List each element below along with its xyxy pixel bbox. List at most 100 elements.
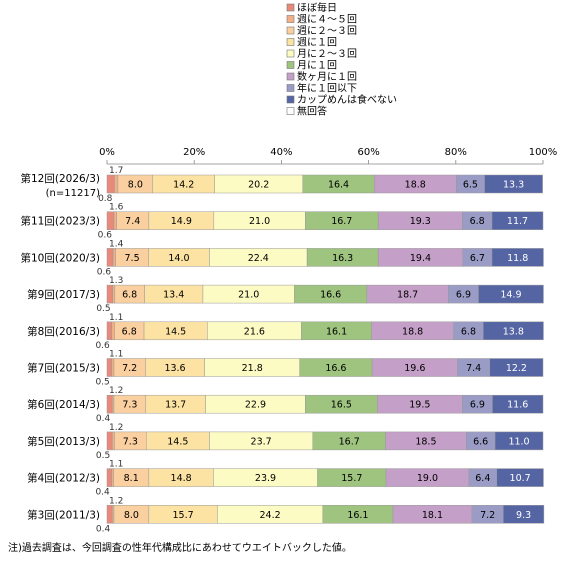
- value-label: 0.5: [96, 304, 110, 314]
- bar-segment: [106, 211, 115, 230]
- bar-segment: [111, 358, 115, 377]
- bar-segment: [106, 284, 113, 304]
- value-label: 18.8: [402, 326, 423, 337]
- x-tick-label: 0%: [99, 147, 115, 158]
- bar-segment: [106, 505, 113, 524]
- legend-swatch: [286, 38, 295, 46]
- category-label: 第7回(2015/3): [27, 362, 100, 375]
- bar-segment: [114, 174, 119, 194]
- value-label: 20.2: [248, 180, 269, 191]
- value-label: 14.5: [167, 436, 188, 447]
- value-label: 15.7: [173, 510, 194, 521]
- category-label: 第11回(2023/3): [21, 215, 101, 228]
- value-label: 8.0: [128, 180, 143, 191]
- value-label: 6.5: [463, 180, 478, 191]
- value-label: 18.1: [422, 510, 443, 521]
- value-label: 23.9: [255, 473, 276, 484]
- value-label: 1.6: [109, 203, 124, 213]
- category-label: 第12回(2026/3): [21, 172, 101, 185]
- value-label: 18.5: [415, 436, 436, 447]
- bar-segment: [483, 321, 544, 341]
- value-label: 16.7: [331, 216, 352, 227]
- value-label: 21.0: [238, 290, 259, 301]
- value-label: 19.0: [417, 473, 438, 484]
- value-label: 16.7: [339, 436, 360, 447]
- value-label: 13.6: [164, 363, 185, 374]
- value-label: 19.3: [410, 216, 431, 227]
- legend-label: 月に２～３回: [297, 48, 357, 60]
- value-label: 1.7: [109, 166, 123, 176]
- value-label: 1.2: [109, 496, 123, 506]
- value-label: 6.8: [470, 216, 485, 227]
- value-label: 14.5: [165, 326, 186, 337]
- value-label: 1.1: [109, 313, 123, 323]
- value-label: 11.0: [508, 436, 529, 447]
- value-label: 0.5: [96, 451, 110, 461]
- bar-segment: [111, 468, 114, 487]
- value-label: 6.6: [473, 436, 488, 447]
- value-label: 0.6: [97, 267, 112, 277]
- bar-segment: [112, 248, 116, 267]
- legend-swatch: [286, 26, 295, 35]
- value-label: 1.3: [109, 276, 123, 286]
- bar-segment: [478, 284, 544, 304]
- value-label: 16.4: [328, 180, 349, 191]
- bar-segment: [106, 174, 115, 194]
- category-label: 第10回(2020/3): [21, 251, 101, 264]
- value-label: 6.4: [475, 473, 490, 484]
- value-label: 16.6: [325, 363, 346, 374]
- x-tick-label: 40%: [270, 147, 292, 158]
- value-label: 0.6: [98, 231, 113, 241]
- category-sublabel: (n=11217): [46, 188, 100, 199]
- bar-segment: [489, 358, 544, 377]
- category-label: 第8回(2016/3): [27, 325, 100, 338]
- bar-segment: [106, 394, 113, 414]
- value-label: 0.6: [95, 341, 110, 351]
- bar-segment: [106, 248, 114, 267]
- value-label: 16.1: [347, 510, 368, 521]
- value-label: 10.7: [510, 473, 531, 484]
- value-label: 13.8: [503, 326, 524, 337]
- value-label: 16.6: [320, 290, 341, 301]
- bar-segment: [113, 211, 117, 230]
- value-label: 18.8: [405, 180, 426, 191]
- x-tick-label: 80%: [445, 147, 467, 158]
- value-label: 14.9: [171, 216, 192, 227]
- value-label: 7.2: [122, 363, 137, 374]
- value-label: 14.9: [500, 290, 521, 301]
- value-label: 6.8: [122, 290, 137, 301]
- legend-label: カップめんは食べない: [297, 93, 397, 106]
- bar-segment: [106, 321, 113, 341]
- value-label: 14.0: [168, 253, 189, 264]
- legend-label: 週に２～３回: [297, 25, 357, 37]
- legend-label: 月に１回: [297, 60, 337, 72]
- value-label: 18.7: [397, 290, 418, 301]
- value-label: 0.5: [95, 378, 109, 388]
- value-label: 16.5: [331, 400, 352, 411]
- bar-segment: [496, 468, 544, 487]
- value-label: 9.3: [516, 510, 531, 521]
- value-label: 6.9: [456, 290, 471, 301]
- legend-label: ほぼ毎日: [297, 1, 337, 14]
- bar-segment: [492, 394, 544, 414]
- value-label: 21.6: [244, 326, 265, 337]
- value-label: 11.8: [507, 253, 528, 264]
- legend-swatch: [286, 3, 295, 12]
- category-label: 第9回(2017/3): [27, 288, 100, 301]
- y-axis-labels: 第12回(2026/3) (n=11217) 第11回(2023/3) 第10回(20…: [21, 172, 101, 521]
- legend-label: 無回答: [297, 105, 327, 118]
- value-label: 8.0: [124, 510, 139, 521]
- x-axis: 0% 20% 40% 60% 80% 100%: [99, 147, 557, 165]
- value-label: 7.4: [466, 363, 481, 374]
- value-label: 14.2: [173, 180, 194, 191]
- category-label: 第3回(2011/3): [27, 508, 100, 521]
- value-label: 23.7: [251, 436, 272, 447]
- legend-swatch: [286, 107, 295, 115]
- value-label: 13.7: [165, 400, 186, 411]
- value-label: 15.7: [341, 473, 362, 484]
- value-label: 7.4: [125, 216, 140, 227]
- value-label: 1.4: [109, 239, 124, 249]
- value-label: 1.2: [109, 423, 123, 433]
- value-label: 6.7: [470, 253, 485, 264]
